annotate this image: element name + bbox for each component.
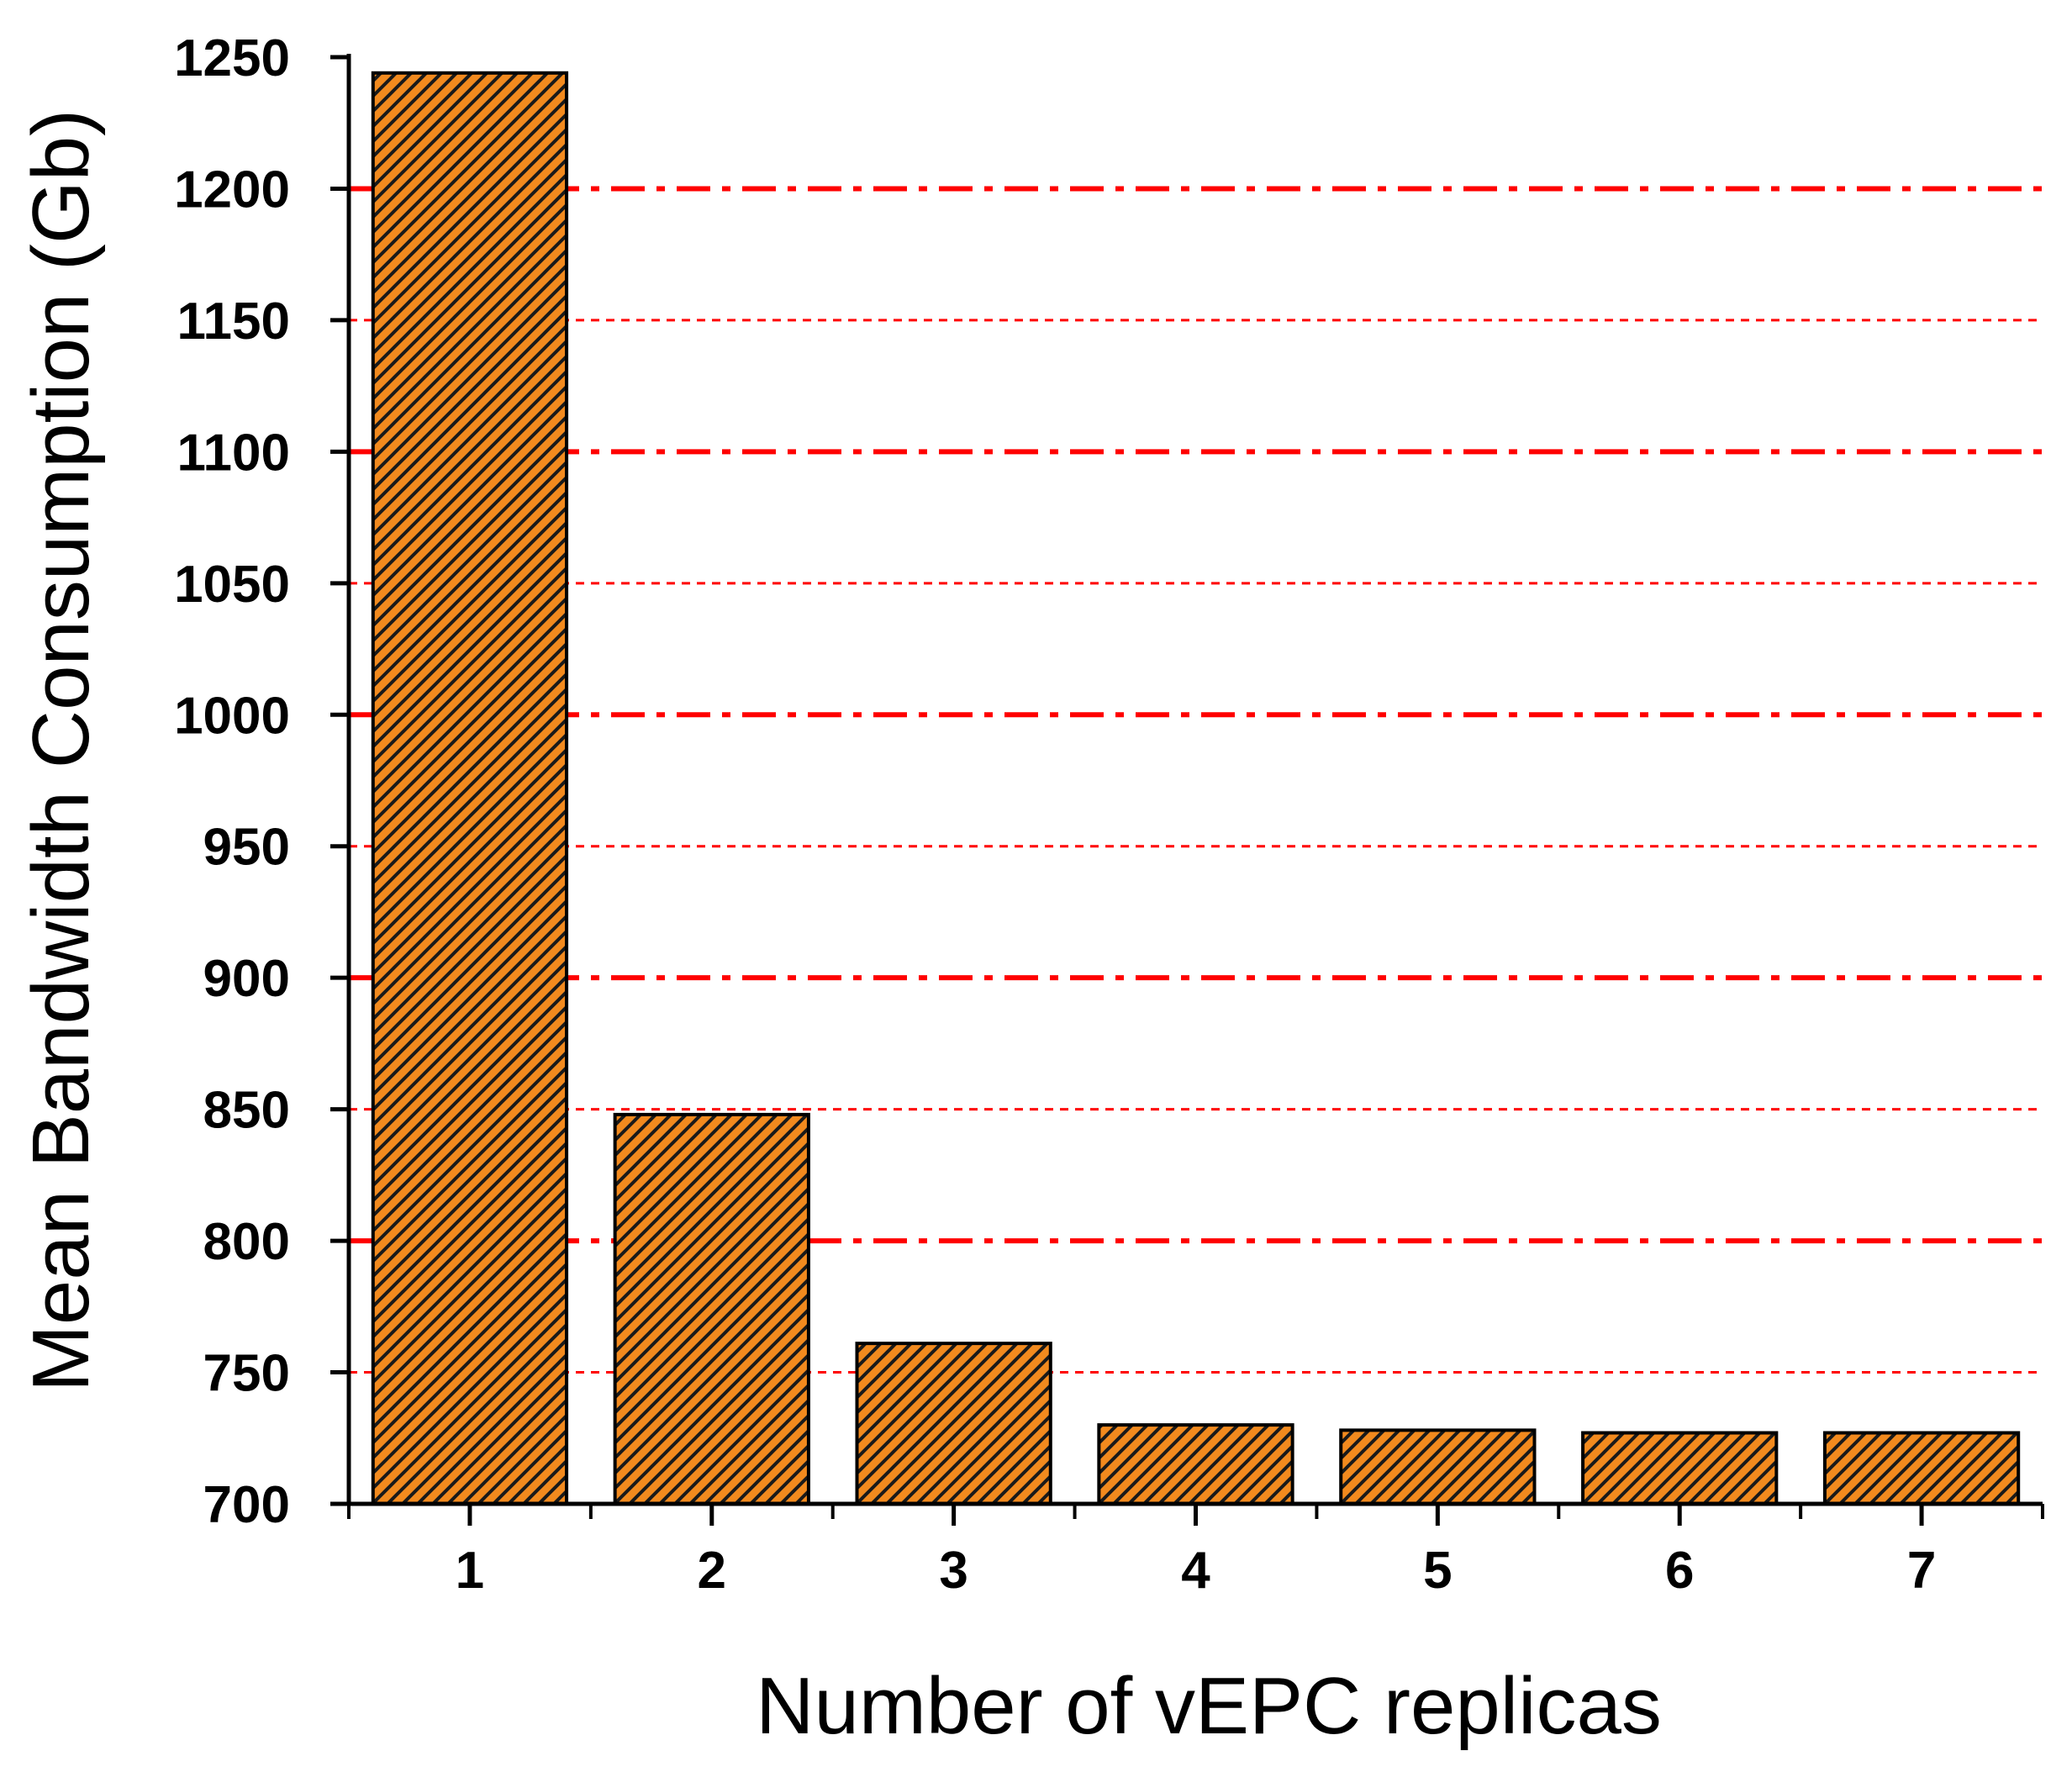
y-tick-label: 1250 xyxy=(174,29,290,87)
x-tick-label: 6 xyxy=(1665,1542,1694,1600)
bars xyxy=(371,71,2021,1506)
y-tick-label: 1150 xyxy=(177,293,290,351)
y-tick-label: 1200 xyxy=(174,161,290,219)
bar-2 xyxy=(613,1112,810,1506)
y-tick-label: 750 xyxy=(203,1345,290,1403)
y-tick-label: 850 xyxy=(203,1082,290,1140)
bar-4 xyxy=(1097,1423,1294,1506)
x-axis-title: Number of vEPC replicas xyxy=(756,1661,1662,1751)
y-tick-label: 700 xyxy=(203,1476,290,1534)
x-tick-label: 1 xyxy=(456,1542,484,1600)
bar-6 xyxy=(1581,1431,1779,1506)
x-tick-label: 5 xyxy=(1423,1542,1452,1600)
gridlines xyxy=(349,186,2043,1374)
y-tick-label: 1050 xyxy=(174,556,290,614)
bar-1 xyxy=(371,71,569,1506)
bar-7 xyxy=(1822,1431,2021,1506)
bar-3 xyxy=(855,1342,1052,1506)
x-tick-label: 7 xyxy=(1907,1542,1936,1600)
y-axis-title: Mean Bandwidth Consumption (Gb) xyxy=(16,109,106,1392)
y-tick-label: 800 xyxy=(203,1213,290,1271)
bar-5 xyxy=(1339,1428,1537,1506)
y-tick-label: 1100 xyxy=(177,424,290,482)
tick-labels: 7007508008509009501000105011001150120012… xyxy=(174,29,1936,1600)
y-tick-label: 950 xyxy=(203,819,290,877)
x-tick-label: 4 xyxy=(1181,1542,1210,1600)
y-tick-label: 900 xyxy=(203,950,290,1008)
x-tick-label: 3 xyxy=(939,1542,967,1600)
axes xyxy=(330,54,2044,1526)
x-tick-label: 2 xyxy=(698,1542,726,1600)
y-tick-label: 1000 xyxy=(174,687,290,745)
